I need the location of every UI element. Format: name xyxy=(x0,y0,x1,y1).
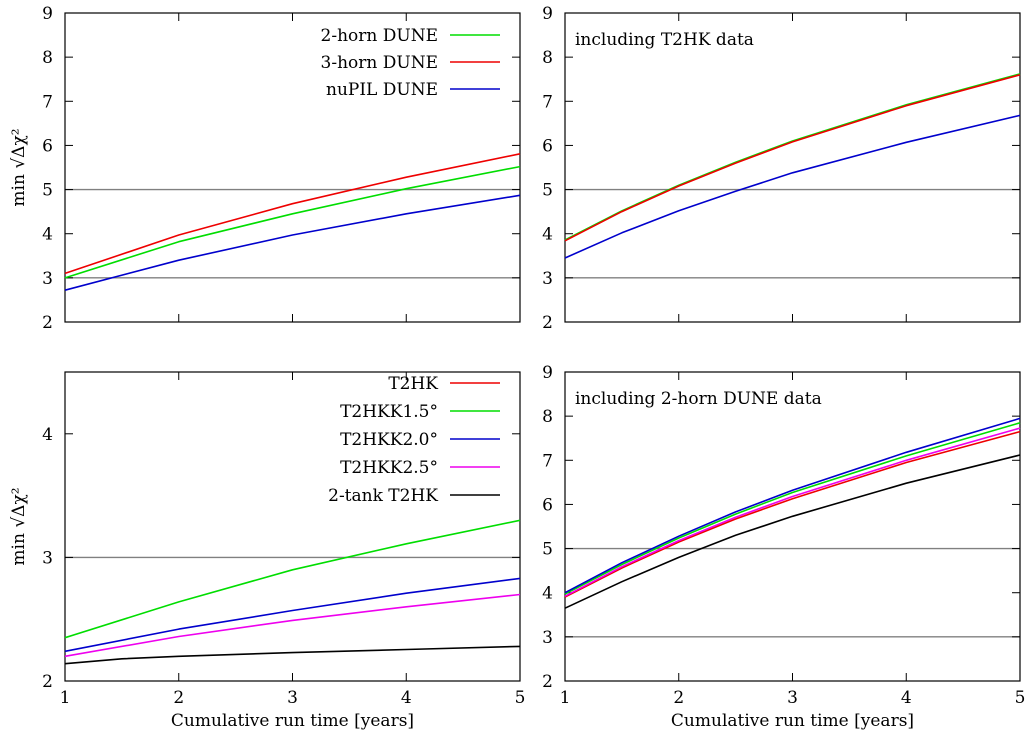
series-line xyxy=(64,519,521,639)
series-line xyxy=(564,73,1021,241)
series-line xyxy=(564,114,1021,259)
series-line xyxy=(564,454,1021,609)
series-line xyxy=(564,417,1021,594)
y-tick-label: 3 xyxy=(42,269,53,289)
x-tick-label: 3 xyxy=(287,688,298,708)
y-tick-label: 2 xyxy=(542,313,553,333)
plot-frame xyxy=(64,371,521,682)
series-line xyxy=(64,165,521,279)
y-tick-label: 2 xyxy=(42,313,53,333)
y-tick-label: 9 xyxy=(542,4,553,24)
y-tick-label: 6 xyxy=(542,136,553,156)
legend-label: T2HK xyxy=(388,374,438,394)
x-axis-label: Cumulative run time [years] xyxy=(171,711,414,731)
series-line xyxy=(564,427,1021,597)
y-tick-label: 9 xyxy=(542,363,553,383)
x-tick-label: 2 xyxy=(673,688,684,708)
y-tick-label: 5 xyxy=(542,540,553,560)
y-axis-label: min √Δχ² xyxy=(9,128,29,206)
plot-frame xyxy=(564,371,1021,682)
y-tick-label: 7 xyxy=(42,92,53,112)
y-tick-label: 3 xyxy=(542,628,553,648)
y-tick-label: 2 xyxy=(542,672,553,692)
series-line xyxy=(64,194,521,291)
legend-label: nuPIL DUNE xyxy=(326,80,438,100)
y-tick-label: 8 xyxy=(542,407,553,427)
y-tick-label: 9 xyxy=(42,4,53,24)
y-tick-label: 8 xyxy=(542,48,553,68)
series-line xyxy=(64,577,521,653)
y-tick-label: 5 xyxy=(42,181,53,201)
y-tick-label: 7 xyxy=(542,451,553,471)
legend-label: T2HKK2.0° xyxy=(340,430,438,450)
panel-annotation: including T2HK data xyxy=(575,30,754,50)
y-tick-label: 4 xyxy=(42,225,53,245)
y-tick-label: 5 xyxy=(542,181,553,201)
y-tick-label: 2 xyxy=(42,672,53,692)
legend-label: 2-horn DUNE xyxy=(321,26,438,46)
x-axis-label: Cumulative run time [years] xyxy=(671,711,914,731)
legend: 2-horn DUNE 3-horn DUNE nuPIL DUNE xyxy=(321,26,500,100)
y-tick-label: 4 xyxy=(542,584,553,604)
series-line xyxy=(564,422,1021,595)
legend-label: 3-horn DUNE xyxy=(321,53,438,73)
y-tick-label: 4 xyxy=(42,425,53,445)
x-tick-label: 1 xyxy=(60,688,71,708)
x-tick-label: 4 xyxy=(901,688,912,708)
panel-annotation: including 2-horn DUNE data xyxy=(575,389,822,409)
y-axis-label: min √Δχ² xyxy=(9,487,29,565)
chart-panel-1: 2 3 4 5 6 7 8 9 min √Δχ² 2-horn DUNE 3-horn DUNE nu… xyxy=(9,4,521,333)
y-tick-label: 8 xyxy=(42,48,53,68)
legend-label: T2HKK2.5° xyxy=(340,458,438,478)
series-line xyxy=(64,645,521,665)
y-tick-label: 3 xyxy=(542,269,553,289)
y-tick-label: 6 xyxy=(42,136,53,156)
series-line xyxy=(64,153,521,275)
series-line xyxy=(564,430,1021,598)
plot-frame xyxy=(564,12,1021,323)
legend-label: 2-tank T2HK xyxy=(328,486,438,506)
x-tick-label: 5 xyxy=(515,688,526,708)
legend-label: T2HKK1.5° xyxy=(340,402,438,422)
x-tick-label: 3 xyxy=(787,688,798,708)
x-tick-label: 5 xyxy=(1015,688,1026,708)
series-line xyxy=(64,593,521,658)
x-tick-label: 4 xyxy=(401,688,412,708)
y-tick-label: 6 xyxy=(542,495,553,515)
x-tick-label: 2 xyxy=(173,688,184,708)
y-tick-label: 7 xyxy=(542,92,553,112)
y-tick-label: 3 xyxy=(42,548,53,568)
legend: T2HK T2HKK1.5° T2HKK2.0° T2HKK2.5° 2-tank T2… xyxy=(328,374,500,506)
series-line xyxy=(564,74,1021,242)
x-tick-label: 1 xyxy=(560,688,571,708)
y-tick-label: 4 xyxy=(542,225,553,245)
chart-panel-2: 2 3 4 5 6 7 8 9 including T2HK data xyxy=(542,4,1021,333)
